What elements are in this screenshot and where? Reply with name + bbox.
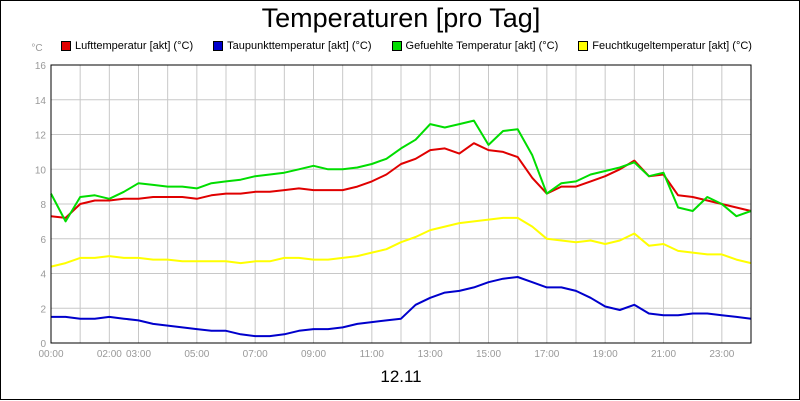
x-tick-label: 19:00 xyxy=(593,349,618,360)
y-tick-label: 0 xyxy=(40,339,46,350)
legend-swatch xyxy=(578,41,589,51)
y-tick-label: 8 xyxy=(40,200,46,211)
series-line-2 xyxy=(51,276,752,338)
legend-item-1: Lufttemperatur [akt] (°C) xyxy=(61,40,193,52)
series-line-4 xyxy=(50,216,752,268)
legend-item-4: Feuchtkugeltemperatur [akt] (°C) xyxy=(578,40,752,52)
legend-label: Taupunkttemperatur [akt] (°C) xyxy=(227,40,372,52)
x-tick-label: 15:00 xyxy=(476,349,501,360)
x-tick-label: 07:00 xyxy=(243,349,268,360)
y-tick-label: 14 xyxy=(35,96,47,107)
legend-swatch xyxy=(61,41,71,51)
y-tick-label: 2 xyxy=(40,304,46,315)
y-tick-label: 12 xyxy=(35,131,47,142)
legend-item-2: Taupunkttemperatur [akt] (°C) xyxy=(213,40,372,52)
y-tick-label: 4 xyxy=(40,270,46,281)
x-tick-label: 05:00 xyxy=(184,349,209,360)
y-tick-label: 6 xyxy=(40,235,46,246)
y-tick-label: 16 xyxy=(35,61,47,72)
x-tick-label: 21:00 xyxy=(651,349,676,360)
series-line-1 xyxy=(50,142,752,219)
x-tick-label: 11:00 xyxy=(360,349,385,360)
x-axis-date-label: 12.11 xyxy=(380,367,422,386)
x-tick-label: 23:00 xyxy=(709,349,734,360)
legend: Lufttemperatur [akt] (°C) Taupunkttempera… xyxy=(39,39,752,53)
legend-swatch xyxy=(213,41,224,51)
x-tick-label: 17:00 xyxy=(534,349,559,360)
legend-label: Gefuehlte Temperatur [akt] (°C) xyxy=(405,40,559,52)
legend-swatch xyxy=(391,41,402,51)
chart-title: Temperaturen [pro Tag] xyxy=(261,3,541,33)
legend-label: Lufttemperatur [akt] (°C) xyxy=(75,40,194,52)
legend-label: Feuchtkugeltemperatur [akt] (°C) xyxy=(592,40,752,52)
y-tick-label: 10 xyxy=(35,165,47,176)
x-tick-label: 02:00 xyxy=(97,349,122,360)
y-axis-unit-label: °C xyxy=(31,43,42,54)
legend-item-3: Gefuehlte Temperatur [akt] (°C) xyxy=(391,40,559,52)
x-tick-label: 13:00 xyxy=(418,349,443,360)
series-line-3 xyxy=(50,119,752,223)
x-tick-label: 00:00 xyxy=(38,349,63,360)
x-tick-label: 09:00 xyxy=(301,349,326,360)
plot-border xyxy=(50,64,752,344)
x-tick-label: 03:00 xyxy=(126,349,151,360)
